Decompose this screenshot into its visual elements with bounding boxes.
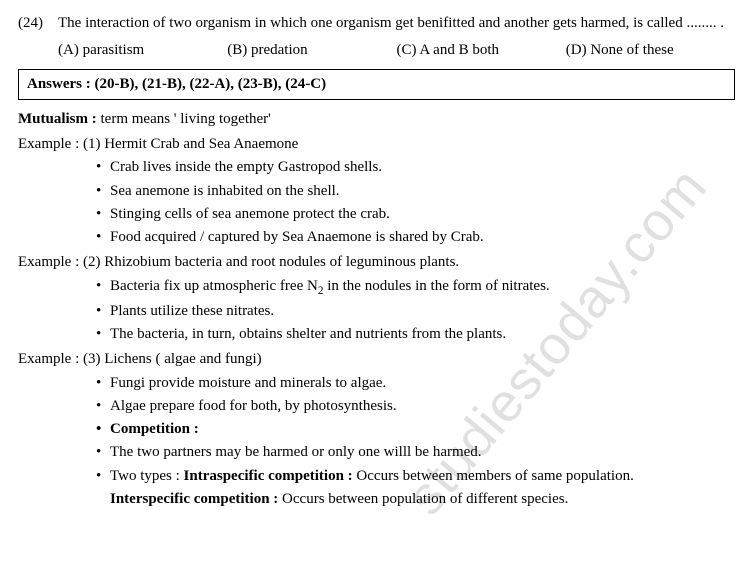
option-c: (C) A and B both bbox=[397, 39, 566, 62]
competition-b3-bold: Interspecific competition : bbox=[110, 491, 278, 507]
example2-bullets: Bacteria fix up atmospheric free N2 in t… bbox=[18, 275, 735, 347]
example1-b2: Sea anemone is inhabited on the shell. bbox=[96, 180, 735, 203]
example1-b3: Stinging cells of sea anemone protect th… bbox=[96, 203, 735, 226]
option-b: (B) predation bbox=[227, 39, 396, 62]
example2-b3: The bacteria, in turn, obtains shelter a… bbox=[96, 323, 735, 346]
example3-b2: Algae prepare food for both, by photosyn… bbox=[96, 395, 735, 418]
option-a: (A) parasitism bbox=[58, 39, 227, 62]
mutualism-line: Mutualism : term means ' living together… bbox=[18, 108, 735, 131]
example3-bullets: Fungi provide moisture and minerals to a… bbox=[18, 372, 735, 512]
example2-b2: Plants utilize these nitrates. bbox=[96, 300, 735, 323]
example2-b1-post: in the nodules in the form of nitrates. bbox=[323, 278, 549, 294]
mutualism-term: Mutualism : bbox=[18, 111, 97, 127]
answers-box: Answers : (20-B), (21-B), (22-A), (23-B)… bbox=[18, 69, 735, 100]
answers-label: Answers : bbox=[27, 76, 91, 92]
example2-heading: Example : (2) Rhizobium bacteria and roo… bbox=[18, 251, 735, 274]
question-row: (24) The interaction of two organism in … bbox=[18, 12, 735, 35]
example3-heading: Example : (3) Lichens ( algae and fungi) bbox=[18, 348, 735, 371]
example1-b1: Crab lives inside the empty Gastropod sh… bbox=[96, 156, 735, 179]
question-number: (24) bbox=[18, 12, 58, 35]
options-row: (A) parasitism (B) predation (C) A and B… bbox=[58, 39, 735, 62]
competition-b3: Interspecific competition : Occurs betwe… bbox=[96, 488, 735, 511]
example1-b4: Food acquired / captured by Sea Anaemone… bbox=[96, 226, 735, 249]
answers-text: (20-B), (21-B), (22-A), (23-B), (24-C) bbox=[95, 76, 327, 92]
mutualism-def: term means ' living together' bbox=[97, 111, 271, 127]
question-text: The interaction of two organism in which… bbox=[58, 12, 735, 35]
competition-b1: The two partners may be harmed or only o… bbox=[96, 441, 735, 464]
competition-b2-bold: Intraspecific competition : bbox=[184, 468, 353, 484]
example2-b1-pre: Bacteria fix up atmospheric free N bbox=[110, 278, 318, 294]
competition-b3-post: Occurs between population of different s… bbox=[278, 491, 568, 507]
example1-heading: Example : (1) Hermit Crab and Sea Anaemo… bbox=[18, 133, 735, 156]
example1-bullets: Crab lives inside the empty Gastropod sh… bbox=[18, 156, 735, 249]
competition-b2: Two types : Intraspecific competition : … bbox=[96, 465, 735, 488]
competition-heading: Competition : bbox=[96, 418, 735, 441]
competition-b2-pre: Two types : bbox=[110, 468, 184, 484]
example3-b1: Fungi provide moisture and minerals to a… bbox=[96, 372, 735, 395]
option-d: (D) None of these bbox=[566, 39, 735, 62]
example2-b1: Bacteria fix up atmospheric free N2 in t… bbox=[96, 275, 735, 300]
competition-b2-post: Occurs between members of same populatio… bbox=[353, 468, 634, 484]
